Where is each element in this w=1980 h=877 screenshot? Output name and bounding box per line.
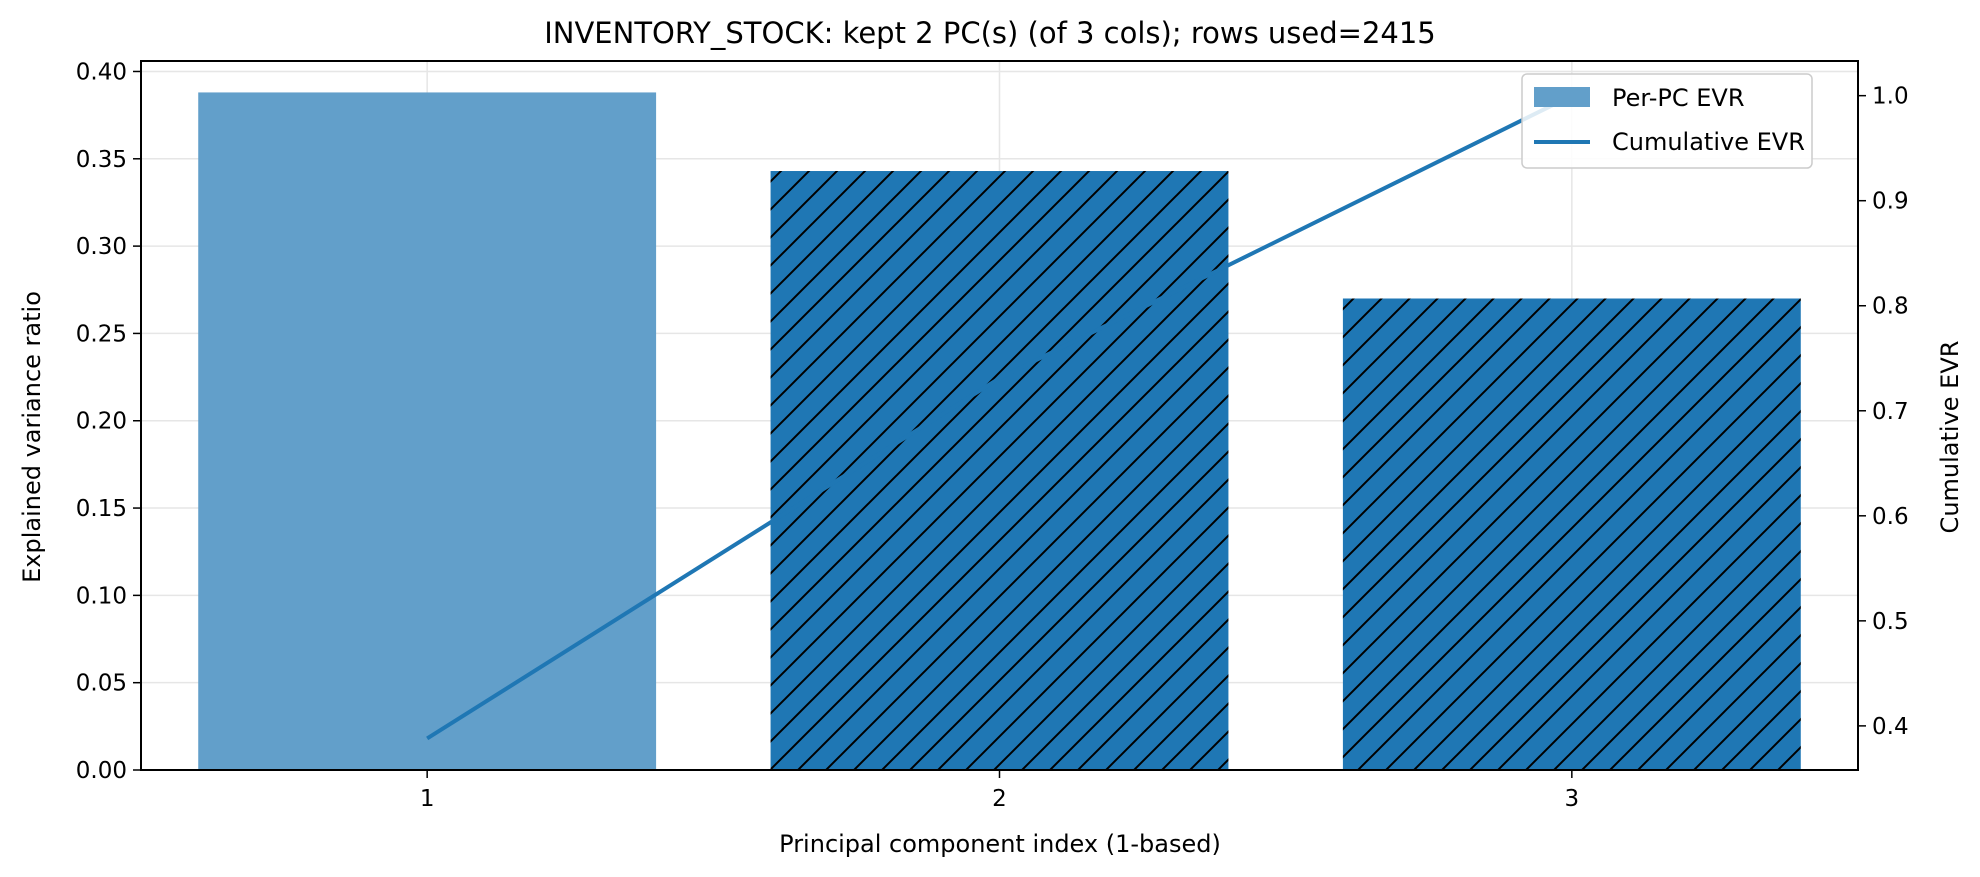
bars <box>198 92 1801 771</box>
legend-frame <box>1521 73 1813 169</box>
x-tick-label: 3 <box>1565 786 1580 812</box>
chart-title: INVENTORY_STOCK: kept 2 PC(s) (of 3 cols… <box>544 16 1436 50</box>
y-tick-label: 0.25 <box>76 321 127 347</box>
y2-tick-label: 0.9 <box>1872 189 1909 215</box>
bar-hatch-pc-3 <box>1342 298 1801 770</box>
y-tick-label: 0.10 <box>76 583 127 609</box>
ticks: 0.00 0.05 0.10 0.15 0.20 0.25 0.30 0.35 0.40 1 2 3 0… <box>76 59 1909 812</box>
y2-axis-label: Cumulative EVR <box>1936 341 1964 534</box>
y2-tick-label: 0.4 <box>1872 714 1909 740</box>
bar-hatch-pc-2 <box>770 171 1229 771</box>
x-tick-label: 1 <box>420 786 435 812</box>
legend-bar-swatch <box>1534 87 1590 107</box>
x-axis-label: Principal component index (1-based) <box>779 830 1221 858</box>
legend: Per-PC EVR Cumulative EVR <box>1521 73 1813 169</box>
y-axis-label: Explained variance ratio <box>18 291 46 583</box>
y2-tick-label: 0.7 <box>1872 399 1909 425</box>
x-tick-label: 2 <box>992 786 1007 812</box>
cumulative-line-group <box>426 93 1573 741</box>
legend-label-cumulative: Cumulative EVR <box>1612 128 1805 156</box>
y2-tick-label: 1.0 <box>1872 84 1909 110</box>
y2-tick-label: 0.8 <box>1872 294 1909 320</box>
bar-pc-1 <box>198 92 657 771</box>
y-tick-label: 0.00 <box>76 758 127 784</box>
y-tick-label: 0.05 <box>76 671 127 697</box>
y2-tick-label: 0.5 <box>1872 609 1909 635</box>
y-tick-label: 0.30 <box>76 234 127 260</box>
y-tick-label: 0.40 <box>76 59 127 85</box>
y2-tick-label: 0.6 <box>1872 504 1909 530</box>
y-tick-label: 0.35 <box>76 147 127 173</box>
legend-label-per-pc: Per-PC EVR <box>1612 84 1745 112</box>
y-tick-label: 0.15 <box>76 496 127 522</box>
cumulative-evr-line <box>426 93 1573 741</box>
y-tick-label: 0.20 <box>76 409 127 435</box>
